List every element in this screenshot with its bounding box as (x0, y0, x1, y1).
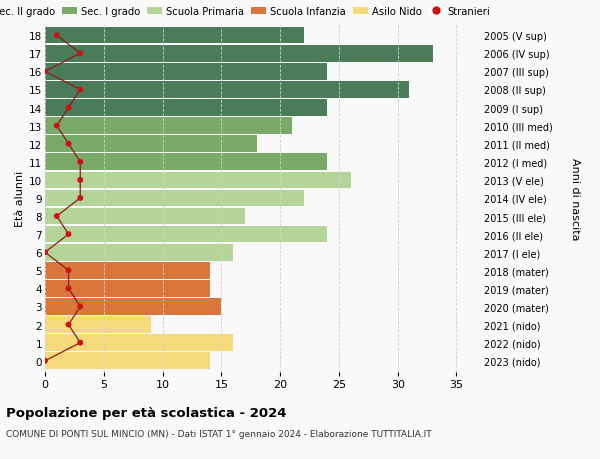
Point (40, 68, 50, 76)
Point (76, 159, 85, 166)
Point (76, 303, 85, 310)
Point (40, 357, 50, 364)
Point (52, 213, 62, 220)
Point (52, 33, 62, 40)
Bar (45, 136, 257, 153)
Bar (45, 317, 151, 333)
Bar (45, 154, 327, 171)
Bar (45, 226, 327, 243)
Point (64, 321, 73, 329)
Text: Popolazione per età scolastica - 2024: Popolazione per età scolastica - 2024 (6, 406, 287, 419)
Y-axis label: Età alunni: Età alunni (15, 170, 25, 227)
Point (76, 50, 85, 58)
Bar (45, 208, 245, 225)
Bar (45, 335, 233, 351)
Point (52, 123, 62, 130)
Point (64, 141, 73, 148)
Text: COMUNE DI PONTI SUL MINCIO (MN) - Dati ISTAT 1° gennaio 2024 - Elaborazione TUTT: COMUNE DI PONTI SUL MINCIO (MN) - Dati I… (6, 429, 431, 438)
Y-axis label: Anni di nascita: Anni di nascita (569, 157, 580, 240)
Bar (45, 244, 233, 261)
Bar (45, 118, 292, 134)
Point (64, 105, 73, 112)
Bar (45, 298, 221, 315)
Bar (45, 353, 209, 369)
Point (40, 249, 50, 256)
Point (64, 231, 73, 238)
Bar (45, 82, 409, 99)
Point (76, 339, 85, 347)
Point (76, 195, 85, 202)
Point (76, 177, 85, 184)
Bar (45, 280, 209, 297)
Legend: Sec. II grado, Sec. I grado, Scuola Primaria, Scuola Infanzia, Asilo Nido, Stran: Sec. II grado, Sec. I grado, Scuola Prim… (0, 7, 490, 17)
Bar (45, 64, 327, 80)
Point (64, 267, 73, 274)
Point (64, 285, 73, 292)
Point (76, 87, 85, 94)
Bar (45, 28, 304, 45)
Bar (45, 263, 209, 279)
Bar (45, 46, 433, 62)
Bar (45, 100, 327, 117)
Bar (45, 172, 350, 189)
Bar (45, 190, 304, 207)
